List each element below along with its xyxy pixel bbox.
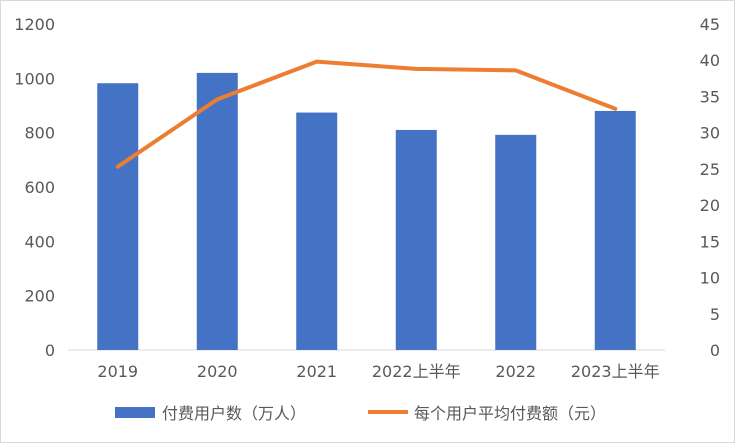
x-tick-label: 2022 [495, 362, 536, 381]
x-tick-label: 2021 [296, 362, 337, 381]
bar [495, 134, 537, 350]
bar-series [97, 72, 636, 351]
right-tick-label: 10 [700, 269, 720, 288]
legend-line-label: 每个用户平均付费额（元） [414, 404, 606, 423]
right-tick-label: 5 [710, 305, 720, 324]
bar [594, 110, 636, 350]
right-tick-label: 35 [700, 87, 720, 106]
bar [395, 129, 437, 350]
legend: 付费用户数（万人） 每个用户平均付费额（元） [115, 404, 606, 423]
x-tick-label: 2019 [97, 362, 138, 381]
x-axis: 2019 2020 2021 2022上半年 2022 2023上半年 [97, 362, 659, 381]
left-tick-label: 600 [24, 178, 55, 197]
bar [97, 83, 139, 351]
right-tick-label: 30 [700, 124, 720, 143]
left-tick-label: 400 [24, 232, 55, 251]
bar [296, 112, 338, 351]
line-path [115, 59, 618, 169]
left-tick-label: 0 [45, 341, 55, 360]
left-tick-label: 200 [24, 287, 55, 306]
right-tick-label: 0 [710, 341, 720, 360]
right-tick-label: 45 [700, 15, 720, 34]
legend-bar-label: 付费用户数（万人） [162, 404, 306, 423]
right-tick-label: 20 [700, 196, 720, 215]
right-tick-label: 15 [700, 232, 720, 251]
bar [196, 72, 238, 351]
right-axis: 0 5 10 15 20 25 30 35 40 45 [700, 15, 720, 360]
line-series [115, 59, 618, 169]
right-tick-label: 40 [700, 51, 720, 70]
x-tick-label: 2020 [197, 362, 238, 381]
left-tick-label: 800 [24, 124, 55, 143]
left-axis: 0 200 400 600 800 1000 1200 [14, 15, 55, 360]
left-tick-label: 1000 [14, 69, 55, 88]
left-tick-label: 1200 [14, 15, 55, 34]
x-tick-label: 2022上半年 [372, 362, 461, 381]
legend-bar-swatch [115, 407, 155, 418]
right-tick-label: 25 [700, 160, 720, 179]
x-tick-label: 2023上半年 [571, 362, 660, 381]
